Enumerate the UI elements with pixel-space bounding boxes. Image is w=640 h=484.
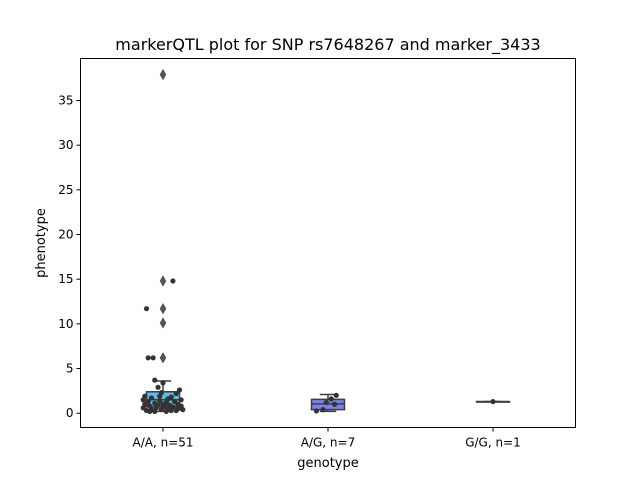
data-point [178, 397, 184, 403]
chart-title: markerQTL plot for SNP rs7648267 and mar… [115, 35, 540, 55]
data-point [163, 408, 169, 415]
y-axis-label: phenotype [34, 208, 49, 278]
data-point [152, 408, 158, 415]
outlier-marker [159, 352, 167, 364]
y-tick-label: 25 [58, 183, 73, 197]
y-tick-label: 5 [66, 362, 74, 376]
y-tick-label: 20 [58, 228, 73, 242]
data-point [145, 355, 151, 361]
data-point [320, 407, 326, 413]
x-axis-label: genotype [297, 456, 358, 471]
data-point [157, 393, 163, 399]
y-tick-label: 0 [66, 406, 74, 420]
data-point [490, 398, 496, 405]
data-point [157, 398, 163, 404]
data-point [313, 408, 320, 414]
data-point [160, 401, 166, 407]
data-point [158, 407, 164, 413]
y-tick-label: 15 [58, 272, 73, 286]
x-tick-label: A/G, n=7 [301, 436, 355, 450]
data-point [332, 401, 338, 407]
data-point [155, 384, 161, 390]
data-point [328, 396, 334, 402]
data-point [176, 405, 183, 411]
data-point [140, 397, 146, 403]
outlier-marker [159, 317, 167, 329]
data-point [143, 306, 150, 312]
data-point [148, 395, 155, 401]
x-tick-label: A/A, n=51 [132, 436, 193, 450]
plot-area [140, 68, 511, 415]
y-tick-label: 30 [58, 138, 73, 152]
outlier-marker [159, 302, 167, 315]
data-point [323, 399, 329, 406]
data-point [173, 390, 179, 397]
data-point [147, 408, 153, 415]
x-tick-label: G/G, n=1 [465, 436, 521, 450]
plot-frame [80, 58, 576, 428]
outlier-marker [159, 68, 167, 81]
data-point [176, 387, 183, 393]
data-point [168, 407, 174, 414]
axes: 0 5 10 15 20 25 30 35 A/A, n=51 A/G, n=7 G/G, n=1 [58, 93, 521, 449]
data-point [333, 392, 339, 398]
data-point [170, 278, 176, 284]
data-point [152, 377, 158, 383]
y-tick-label: 10 [58, 317, 73, 331]
data-point [160, 380, 166, 386]
data-point [150, 355, 156, 361]
outlier-marker [159, 275, 167, 287]
y-tick-label: 35 [58, 93, 73, 107]
